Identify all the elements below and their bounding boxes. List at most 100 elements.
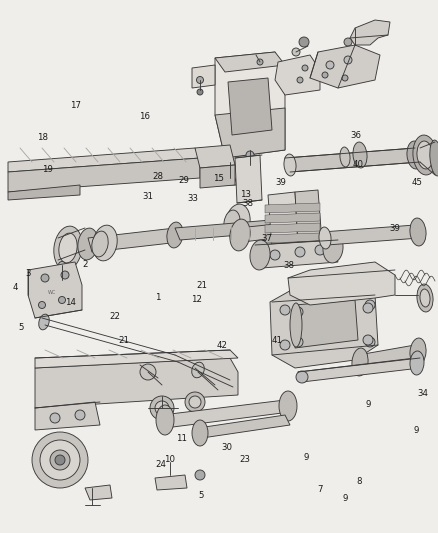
Polygon shape — [350, 20, 390, 45]
Ellipse shape — [93, 225, 117, 261]
Ellipse shape — [39, 314, 49, 330]
Text: 33: 33 — [187, 194, 198, 203]
Text: 15: 15 — [213, 174, 225, 183]
Ellipse shape — [352, 348, 368, 376]
Text: 5: 5 — [18, 324, 24, 332]
Ellipse shape — [78, 228, 98, 260]
Circle shape — [302, 65, 308, 71]
Polygon shape — [270, 282, 378, 368]
Circle shape — [41, 274, 49, 282]
Circle shape — [363, 335, 373, 345]
Polygon shape — [162, 400, 290, 428]
Polygon shape — [88, 228, 180, 252]
Ellipse shape — [155, 401, 169, 415]
Circle shape — [292, 48, 300, 56]
Text: 24: 24 — [155, 461, 167, 469]
Text: 21: 21 — [197, 281, 208, 289]
Polygon shape — [265, 203, 320, 213]
Circle shape — [61, 271, 69, 279]
Circle shape — [322, 72, 328, 78]
Circle shape — [315, 245, 325, 255]
Circle shape — [59, 296, 66, 303]
Ellipse shape — [413, 135, 437, 175]
Ellipse shape — [40, 440, 80, 480]
Ellipse shape — [140, 364, 156, 380]
Ellipse shape — [279, 391, 297, 421]
Text: 3: 3 — [26, 269, 31, 278]
Polygon shape — [215, 108, 285, 158]
Ellipse shape — [410, 338, 426, 366]
Text: 40: 40 — [353, 160, 364, 168]
Circle shape — [257, 59, 263, 65]
Circle shape — [270, 250, 280, 260]
Circle shape — [39, 302, 46, 309]
Circle shape — [344, 56, 352, 64]
Circle shape — [57, 275, 67, 285]
Circle shape — [296, 371, 308, 383]
Polygon shape — [195, 145, 235, 168]
Polygon shape — [215, 52, 285, 158]
Text: 11: 11 — [176, 434, 187, 442]
Text: 29: 29 — [179, 176, 189, 184]
Circle shape — [365, 300, 375, 310]
Polygon shape — [223, 178, 237, 185]
Polygon shape — [275, 55, 320, 95]
Ellipse shape — [319, 227, 331, 249]
Polygon shape — [35, 358, 238, 408]
Ellipse shape — [410, 218, 426, 246]
Ellipse shape — [353, 142, 367, 168]
Text: 39: 39 — [276, 178, 286, 187]
Polygon shape — [238, 222, 300, 242]
Polygon shape — [28, 262, 82, 318]
Text: 9: 9 — [304, 453, 309, 462]
Polygon shape — [295, 300, 358, 348]
Text: 21: 21 — [118, 336, 129, 344]
Polygon shape — [288, 262, 395, 305]
Polygon shape — [8, 158, 200, 192]
Text: 28: 28 — [152, 173, 163, 181]
Circle shape — [365, 337, 375, 347]
Ellipse shape — [50, 450, 70, 470]
Text: 12: 12 — [191, 295, 202, 304]
Text: 9: 9 — [343, 495, 348, 503]
Circle shape — [299, 37, 309, 47]
Text: 13: 13 — [240, 190, 251, 199]
Polygon shape — [35, 350, 238, 368]
Ellipse shape — [156, 405, 174, 435]
Text: 36: 36 — [350, 132, 361, 140]
Text: 4: 4 — [13, 284, 18, 292]
Circle shape — [342, 75, 348, 81]
Ellipse shape — [192, 420, 208, 446]
Text: 1: 1 — [155, 293, 160, 302]
Circle shape — [75, 410, 85, 420]
Circle shape — [363, 303, 373, 313]
Text: 22: 22 — [110, 312, 121, 320]
Ellipse shape — [407, 141, 423, 169]
Circle shape — [197, 77, 204, 84]
Circle shape — [280, 340, 290, 350]
Text: WC: WC — [48, 289, 56, 295]
Polygon shape — [235, 155, 262, 203]
Text: 34: 34 — [417, 389, 428, 398]
Polygon shape — [8, 148, 200, 172]
Polygon shape — [265, 233, 320, 243]
Polygon shape — [358, 345, 420, 372]
Circle shape — [50, 413, 60, 423]
Text: 14: 14 — [65, 298, 77, 306]
Text: 19: 19 — [42, 165, 53, 174]
Ellipse shape — [430, 140, 438, 176]
Ellipse shape — [185, 392, 205, 412]
Circle shape — [226, 158, 234, 166]
Ellipse shape — [250, 240, 270, 270]
Circle shape — [326, 61, 334, 69]
Circle shape — [297, 77, 303, 83]
Polygon shape — [85, 485, 112, 500]
Ellipse shape — [420, 289, 430, 307]
Polygon shape — [322, 225, 420, 245]
Text: 42: 42 — [217, 341, 228, 350]
Polygon shape — [268, 192, 298, 248]
Text: 38: 38 — [283, 261, 295, 270]
Polygon shape — [35, 402, 100, 430]
Ellipse shape — [226, 204, 250, 240]
Text: 39: 39 — [390, 224, 400, 232]
